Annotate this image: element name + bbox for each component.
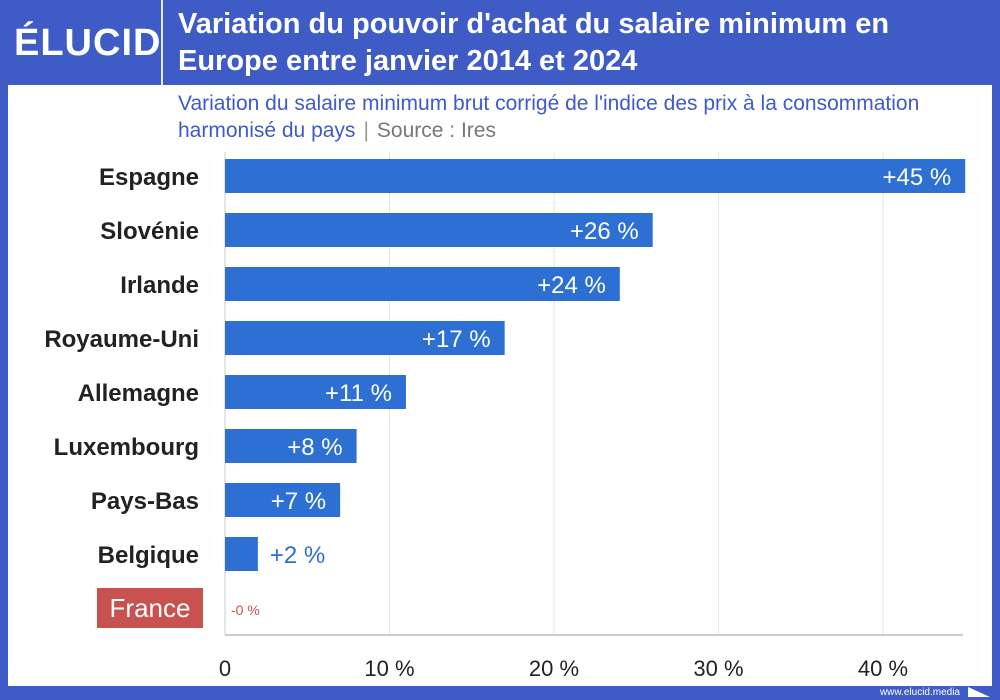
category-label: Luxembourg [54, 434, 199, 461]
data-label: +2 % [270, 542, 325, 569]
subtitle-text: Variation du salaire minimum brut corrig… [178, 92, 920, 142]
header-divider [161, 0, 163, 85]
data-label: -0 % [231, 602, 260, 618]
category-label: Allemagne [78, 380, 199, 407]
x-tick-label: 40 % [858, 656, 908, 681]
data-label: +7 % [271, 488, 326, 515]
data-label: +17 % [422, 326, 491, 353]
data-label: +11 % [325, 380, 392, 407]
data-label: +26 % [570, 218, 639, 245]
bar [225, 483, 341, 517]
footer-url[interactable]: www.elucid.media [879, 687, 960, 698]
header: ÉLUCID Variation du pouvoir d'achat du s… [0, 0, 1000, 85]
x-tick-label: 30 % [693, 656, 743, 681]
bar [225, 267, 620, 301]
data-label: +24 % [537, 272, 606, 299]
category-label: Belgique [98, 542, 199, 569]
category-label: France [110, 593, 191, 623]
bar [225, 321, 505, 355]
bar [225, 213, 653, 247]
chart-subtitle: Variation du salaire minimum brut corrig… [178, 90, 978, 144]
category-label: Royaume-Uni [44, 326, 199, 353]
data-label: +45 % [883, 164, 952, 191]
chart-title: Variation du pouvoir d'achat du salaire … [178, 8, 890, 77]
x-tick-label: 0 [219, 656, 231, 681]
bar [225, 159, 966, 193]
category-label: Irlande [120, 272, 199, 299]
bar [225, 537, 258, 571]
bar [225, 429, 357, 463]
category-label: Slovénie [100, 218, 199, 245]
x-tick-label: 10 % [364, 656, 414, 681]
elucid-flag-icon [968, 687, 990, 697]
source: Source : Ires [376, 119, 496, 142]
highlight-label-box [97, 588, 203, 628]
elucid-logo: ÉLUCID [14, 22, 162, 64]
category-label: Espagne [99, 164, 199, 191]
x-tick-label: 20 % [529, 656, 579, 681]
category-label: Pays-Bas [91, 488, 199, 515]
data-label: +8 % [287, 434, 342, 461]
separator: | [363, 119, 369, 142]
bar [225, 375, 406, 409]
